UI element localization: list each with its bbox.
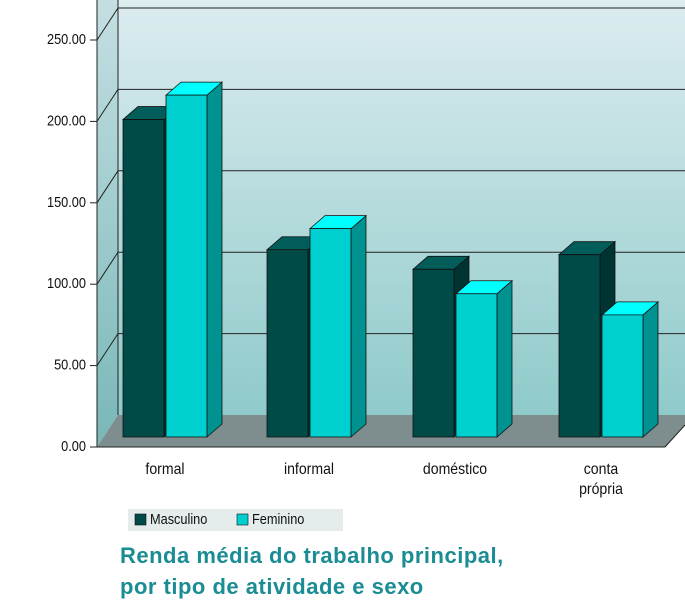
y-tick-label: 150.00 [47, 193, 86, 210]
bar-side [350, 214, 367, 438]
bar [308, 214, 368, 438]
bar-front [165, 94, 208, 438]
grid-line [96, 251, 119, 285]
floor [97, 415, 685, 447]
legend-label: Feminino [252, 510, 305, 527]
bar-side [206, 81, 223, 438]
floor-edge [664, 424, 685, 448]
y-tick-label: 0.00 [61, 437, 86, 454]
bar [454, 279, 514, 438]
bar-front [412, 268, 455, 438]
grid-line [96, 89, 119, 122]
bar [600, 301, 660, 438]
back-wall [118, 0, 685, 415]
bar-front [266, 249, 309, 438]
chart-title: Renda média do trabalho principal, por t… [120, 543, 504, 599]
legend-label: Masculino [150, 510, 208, 527]
legend-swatch [134, 513, 147, 526]
bar-front [309, 228, 352, 438]
grid-line [96, 7, 119, 41]
legend-box [128, 509, 343, 531]
bar-side [642, 301, 659, 438]
bar-front [122, 119, 165, 438]
grid-line [96, 333, 119, 366]
bar [164, 81, 224, 438]
x-tick-label: doméstico [422, 461, 488, 478]
x-tick-label: conta própria [579, 461, 623, 498]
bar-side [496, 279, 513, 438]
x-tick-label: formal [145, 461, 185, 478]
bar-front [601, 314, 644, 438]
y-tick-label: 200.00 [47, 111, 86, 128]
y-tick-label: 250.00 [47, 30, 86, 47]
bar-front [558, 254, 601, 438]
y-tick-label: 100.00 [47, 274, 86, 291]
side-wall [97, 0, 118, 447]
legend-swatch [236, 513, 249, 526]
grid-line [96, 170, 119, 204]
x-tick-label: informal [283, 461, 335, 478]
bar-front [455, 293, 498, 438]
y-tick-label: 50.00 [54, 356, 86, 373]
